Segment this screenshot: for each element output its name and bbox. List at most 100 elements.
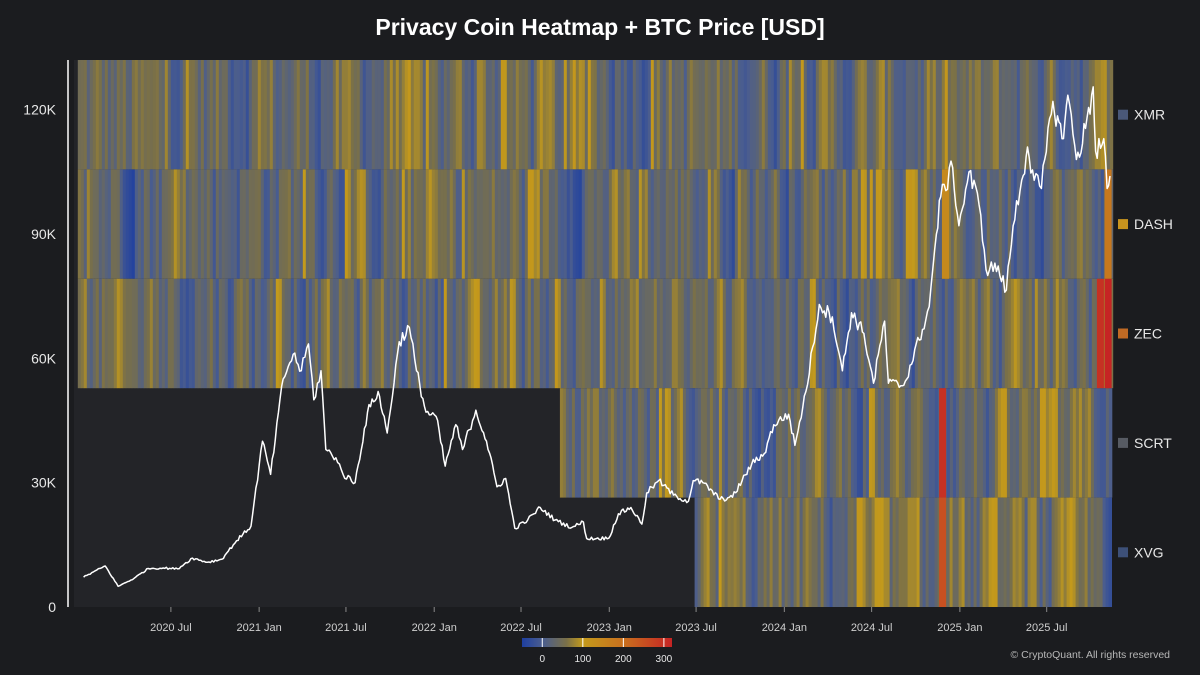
heatmap-cell [602,169,607,279]
heatmap-cell [977,278,982,389]
heatmap-cell [278,278,283,389]
heatmap-cell [137,169,142,279]
heatmap-cell [949,497,953,607]
heatmap-cell [649,388,654,498]
heatmap-cell [1003,388,1008,498]
heatmap-cell [851,169,856,279]
heatmap-cell [287,60,292,170]
heatmap-cell [1004,60,1009,170]
heatmap-cell [800,60,805,170]
heatmap-cell [200,278,205,389]
heatmap-cell [332,278,337,389]
heatmap-cell [563,169,568,279]
heatmap-cell [593,169,598,279]
heatmap-cell [1064,278,1069,389]
heatmap-cell [1069,388,1074,498]
heatmap-cell [611,60,616,170]
heatmap-cell [802,497,806,607]
heatmap-cell [1022,169,1027,279]
heatmap-cell [859,388,864,498]
heatmap-cell [545,60,550,170]
heatmap-cell [599,169,604,279]
heatmap-cell [347,60,352,170]
heatmap-cell [965,278,970,389]
heatmap-cell [728,169,733,279]
heatmap-cell [863,278,868,389]
heatmap-cell [134,278,139,389]
heatmap-cell [971,60,976,170]
heatmap-cell [455,169,460,279]
heatmap-cell [781,497,785,607]
heatmap-cell [419,60,424,170]
heatmap-cell [791,169,796,279]
heatmap-cell [938,278,943,389]
heatmap-cell [991,497,995,607]
heatmap-cell [899,169,904,279]
heatmap-cell [826,497,830,607]
heatmap-cell [83,60,88,170]
heatmap-cell [716,278,721,389]
heatmap-cell [1027,388,1032,498]
heatmap-cell [757,497,761,607]
heatmap-cell [1028,278,1033,389]
heatmap-cell [188,169,193,279]
heatmap-cell [821,60,826,170]
heatmap-cell [956,278,961,389]
heatmap-cell [998,169,1003,279]
heatmap-cell [763,388,768,498]
heatmap-cell [731,278,736,389]
heatmap-cell [929,169,934,279]
heatmap-cell [272,60,277,170]
heatmap-cell [458,60,463,170]
heatmap-cell [695,278,700,389]
heatmap-cell [122,278,127,389]
heatmap-cell [1078,497,1082,607]
colorbar-tick-label: 0 [539,654,545,665]
heatmap-cell [491,60,496,170]
heatmap-cell [323,278,328,389]
heatmap-cell [599,278,604,389]
heatmap-cell [905,60,910,170]
heatmap-cell [871,388,876,498]
heatmap-cell [302,278,307,389]
heatmap-cell [860,278,865,389]
heatmap-cell [1088,278,1093,389]
heatmap-cell [1010,169,1015,279]
heatmap-cell [962,278,967,389]
heatmap-cell [113,169,118,279]
heatmap-cell [977,60,982,170]
heatmap-cell [874,497,878,607]
heatmap-cell [865,388,870,498]
heatmap-cell [671,169,676,279]
heatmap-cell [1069,497,1073,607]
heatmap-cell [146,60,151,170]
heatmap-cell [695,60,700,170]
heatmap-cell [779,169,784,279]
heatmap-cell [1072,497,1076,607]
heatmap-cell [803,278,808,389]
heatmap-cell [338,60,343,170]
heatmap-cell [719,278,724,389]
heatmap-cell [968,278,973,389]
btc-price-layer [83,86,1111,588]
heatmap-cell [227,169,232,279]
heatmap-cell [845,60,850,170]
heatmap-cell [1036,388,1041,498]
heatmap-cell [967,388,972,498]
heatmap-cell [809,169,814,279]
heatmap-cell [862,497,866,607]
legend-swatch-xvg [1118,547,1128,558]
heatmap-cell [260,278,265,389]
heatmap-cell [857,278,862,389]
heatmap-cell [173,278,178,389]
heatmap-cell [761,169,766,279]
heatmap-cell [899,278,904,389]
heatmap-cell [974,60,979,170]
heatmap-cell [608,60,613,170]
heatmap-cell [950,278,955,389]
heatmap-cell [1012,388,1017,498]
heatmap-cell [836,169,841,279]
heatmap-cell [266,169,271,279]
heatmap-cell-highlight [942,169,949,279]
heatmap-cell [839,278,844,389]
